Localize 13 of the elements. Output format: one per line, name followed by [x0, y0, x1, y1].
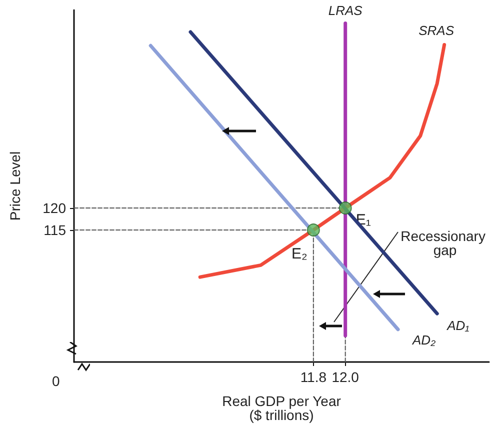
- y-tick-label: 120: [42, 200, 66, 216]
- x-tick-label: 12.0: [332, 369, 360, 385]
- x-axis-title: Real GDP per Year ($ trillions): [222, 393, 342, 423]
- series-label: LRAS: [328, 3, 363, 18]
- y-tick-label: 115: [44, 222, 66, 238]
- annotation: Recessionary gap: [400, 228, 490, 258]
- annotation: E₂: [292, 246, 308, 262]
- text: 0: [52, 373, 60, 389]
- series-label: AD₁: [446, 318, 470, 334]
- series-label: AD₂: [412, 332, 436, 348]
- x-tick-label: 11.8: [300, 369, 327, 385]
- series-label: SRAS: [418, 22, 454, 38]
- y-axis-title: Price Level: [7, 151, 23, 221]
